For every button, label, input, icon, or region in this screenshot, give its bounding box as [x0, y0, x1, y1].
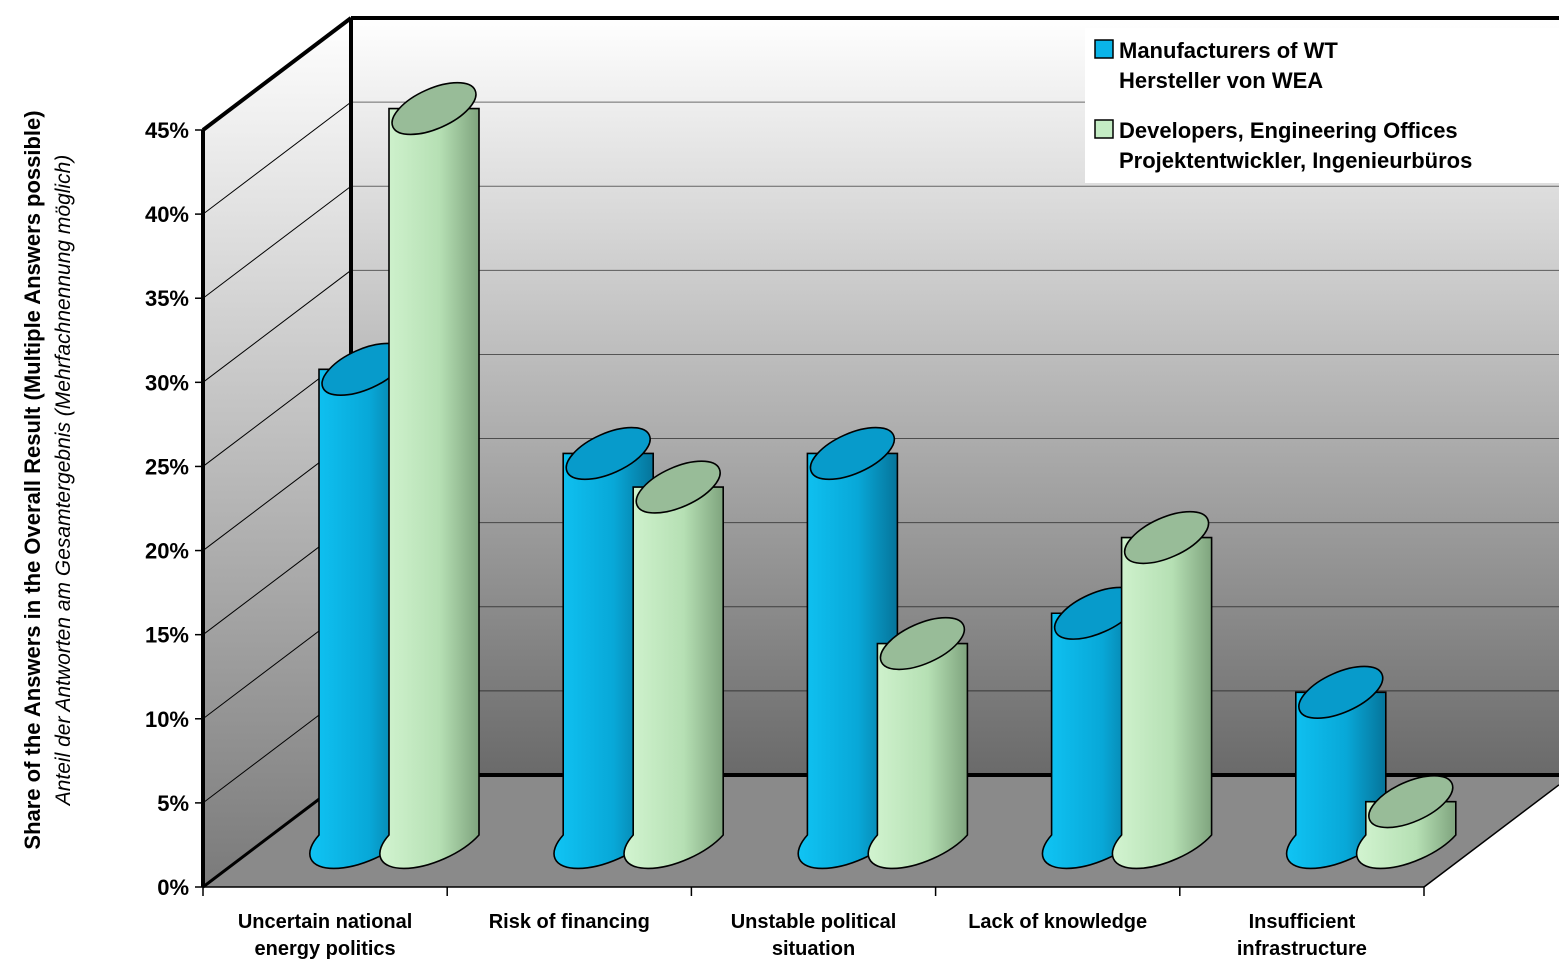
y-tick-label: 0% — [157, 875, 189, 900]
bar-body — [623, 486, 724, 870]
legend: Manufacturers of WT Hersteller von WEA Dev… — [1085, 28, 1559, 183]
bar-developers-0 — [379, 81, 480, 870]
y-tick-label: 35% — [145, 286, 189, 311]
bar-manufacturers-0 — [309, 342, 410, 870]
bar-developers-3 — [1111, 510, 1213, 870]
gridline-side — [202, 269, 352, 383]
bar-top — [1368, 775, 1454, 829]
y-tick-label: 30% — [145, 370, 189, 395]
y-tick-label: 40% — [145, 202, 189, 227]
y-tick-label: 10% — [145, 707, 189, 732]
bar-top — [809, 426, 896, 481]
bar-developers-4 — [1355, 775, 1457, 870]
y-tick-label: 5% — [157, 791, 189, 816]
bar-body — [1111, 536, 1213, 870]
x-tick-label: Insufficient infrastructure — [1237, 911, 1367, 960]
legend-label: Manufacturers of WT — [1119, 38, 1338, 63]
gridline-side — [202, 101, 352, 215]
legend-label-secondary: Hersteller von WEA — [1119, 68, 1323, 93]
y-axis-title: Share of the Answers in the Overall Resu… — [20, 110, 45, 849]
side-top-edge — [201, 16, 353, 132]
bar-top — [879, 616, 966, 671]
bar-top — [1298, 665, 1384, 719]
bar-manufacturers-1 — [553, 426, 654, 870]
bar-body — [379, 107, 480, 870]
side-wall — [203, 18, 351, 887]
bar-manufacturers-4 — [1285, 665, 1387, 870]
y-tick-label: 45% — [145, 118, 189, 143]
x-tick-label: Risk of financing — [489, 911, 650, 933]
gridline-side — [202, 185, 352, 299]
x-tick-label: Unstable political situation — [731, 911, 897, 960]
x-tick-label: Uncertain national energy politics — [238, 911, 412, 960]
y-tick-label: 20% — [145, 539, 189, 564]
legend-swatch-manufacturers — [1094, 39, 1114, 59]
floor-right-edge — [1423, 784, 1559, 888]
x-tick-label: Lack of knowledge — [968, 911, 1147, 933]
y-axis-subtitle: Anteil der Antworten am Gesamtergebnis (… — [52, 155, 75, 808]
y-tick-label: 25% — [145, 454, 189, 479]
bar-developers-1 — [623, 460, 724, 870]
legend-swatch-developers — [1094, 119, 1114, 139]
legend-label: Developers, Engineering Offices — [1119, 118, 1458, 143]
bar-top — [565, 426, 651, 481]
bar-body — [867, 642, 969, 870]
bar-top — [635, 460, 721, 514]
legend-label-secondary: Projektentwickler, Ingenieurbüros — [1119, 148, 1472, 173]
y-tick-label: 15% — [145, 623, 189, 648]
bar-top — [1123, 510, 1210, 565]
bar-developers-2 — [867, 616, 969, 870]
legend-box — [1085, 28, 1559, 183]
bar-top — [391, 81, 477, 136]
